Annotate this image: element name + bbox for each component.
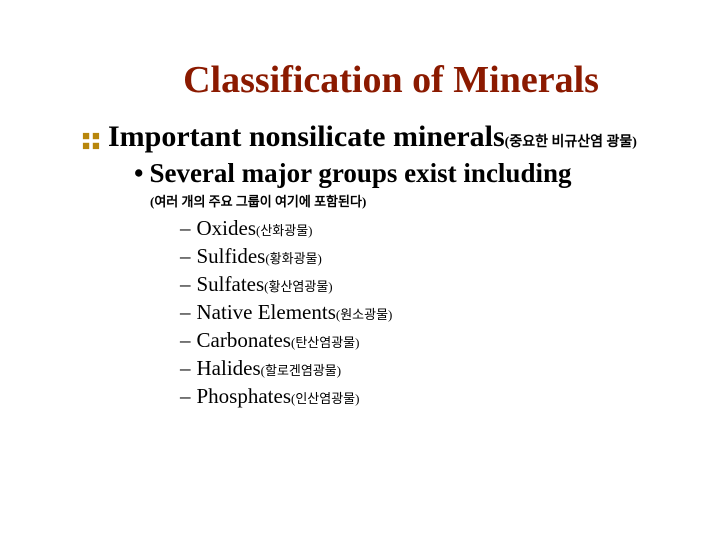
item-text: Halides	[197, 356, 261, 380]
item-paren: (황화광물)	[265, 251, 322, 266]
item-wrap: Sulfides(황화광물)	[197, 244, 322, 269]
list-item: – Phosphates(인산염광물)	[180, 384, 680, 409]
list-item: – Sulfides(황화광물)	[180, 244, 680, 269]
item-text: Carbonates	[197, 328, 291, 352]
heading-1-row: Important nonsilicate minerals(중요한 비규산염 …	[82, 120, 680, 154]
list-item: – Oxides(산화광물)	[180, 216, 680, 241]
quad-bullet-icon	[82, 132, 100, 150]
item-text: Sulfates	[197, 272, 265, 296]
item-dash: –	[180, 216, 191, 241]
item-text: Oxides	[197, 216, 257, 240]
item-wrap: Phosphates(인산염광물)	[197, 384, 360, 409]
item-wrap: Carbonates(탄산염광물)	[197, 328, 360, 353]
item-dash: –	[180, 328, 191, 353]
slide-container: Classification of Minerals Important non…	[0, 0, 720, 409]
item-text: Native Elements	[197, 300, 336, 324]
item-paren: (황산염광물)	[264, 279, 332, 294]
item-paren: (탄산염광물)	[291, 335, 359, 350]
item-wrap: Halides(할로겐염광물)	[197, 356, 342, 381]
page-title: Classification of Minerals	[122, 58, 660, 102]
heading-2-row: • Several major groups exist including	[134, 158, 680, 189]
heading-1-wrap: Important nonsilicate minerals(중요한 비규산염 …	[108, 120, 637, 154]
item-paren: (산화광물)	[256, 223, 313, 238]
item-wrap: Native Elements(원소광물)	[197, 300, 393, 325]
list-item: – Native Elements(원소광물)	[180, 300, 680, 325]
item-paren: (원소광물)	[336, 307, 393, 322]
item-dash: –	[180, 300, 191, 325]
item-dash: –	[180, 272, 191, 297]
list-item: – Sulfates(황산염광물)	[180, 272, 680, 297]
item-text: Sulfides	[197, 244, 266, 268]
heading-2-bullet: •	[134, 158, 143, 189]
list-item: – Carbonates(탄산염광물)	[180, 328, 680, 353]
item-paren: (할로겐염광물)	[261, 363, 341, 378]
item-dash: –	[180, 384, 191, 409]
item-dash: –	[180, 244, 191, 269]
list-item: – Halides(할로겐염광물)	[180, 356, 680, 381]
heading-1-paren: (중요한 비규산염 광물)	[505, 135, 637, 150]
heading-2-sub: (여러 개의 주요 그룹이 여기에 포함된다)	[150, 191, 680, 210]
item-dash: –	[180, 356, 191, 381]
item-wrap: Sulfates(황산염광물)	[197, 272, 333, 297]
heading-2-text: Several major groups exist including	[149, 158, 571, 189]
item-paren: (인산염광물)	[291, 391, 359, 406]
item-wrap: Oxides(산화광물)	[197, 216, 313, 241]
heading-1-text: Important nonsilicate minerals	[108, 120, 505, 153]
item-text: Phosphates	[197, 384, 292, 408]
